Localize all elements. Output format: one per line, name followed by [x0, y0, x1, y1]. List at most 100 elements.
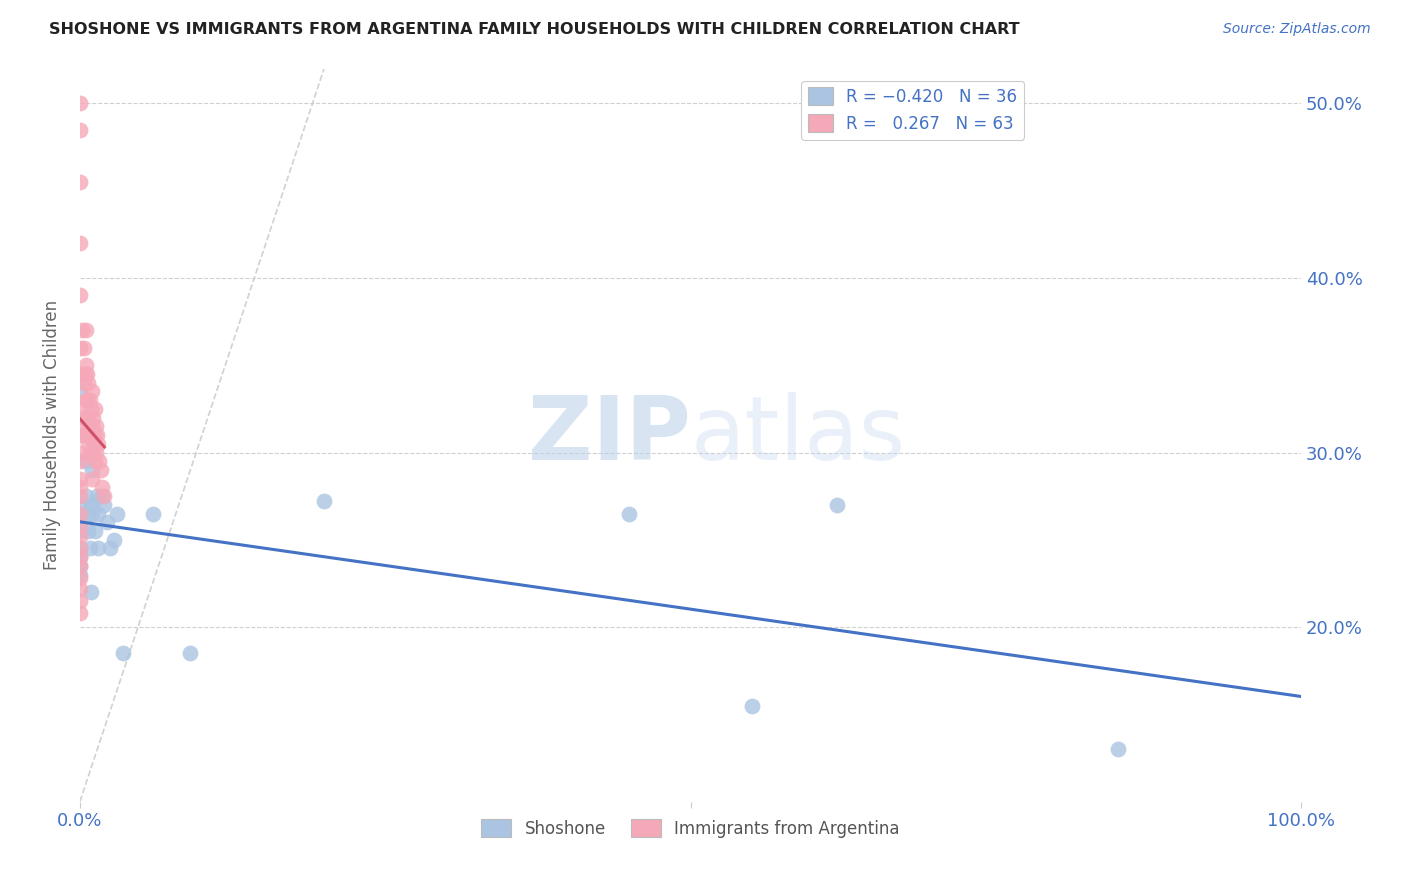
Point	[77, 410, 100, 425]
Point	[314, 494, 336, 508]
Point	[87, 507, 110, 521]
Point	[80, 507, 103, 521]
Point	[83, 524, 105, 538]
Point	[100, 541, 122, 556]
Point	[90, 480, 112, 494]
Point	[83, 454, 105, 468]
Point	[77, 507, 100, 521]
Point	[87, 437, 110, 451]
Point	[89, 454, 111, 468]
Point	[69, 558, 91, 573]
Point	[69, 524, 91, 538]
Point	[69, 235, 91, 250]
Point	[69, 367, 91, 381]
Point	[111, 646, 134, 660]
Point	[69, 529, 91, 543]
Point	[69, 341, 91, 355]
Text: atlas: atlas	[690, 392, 905, 478]
Point	[69, 122, 91, 136]
Point	[80, 498, 103, 512]
Point	[93, 489, 115, 503]
Text: SHOSHONE VS IMMIGRANTS FROM ARGENTINA FAMILY HOUSEHOLDS WITH CHILDREN CORRELATIO: SHOSHONE VS IMMIGRANTS FROM ARGENTINA FA…	[49, 22, 1019, 37]
Point	[105, 507, 128, 521]
Point	[69, 480, 91, 494]
Point	[83, 401, 105, 416]
Point	[82, 437, 104, 451]
Point	[69, 428, 91, 442]
Point	[69, 401, 91, 416]
Point	[69, 582, 91, 596]
Point	[86, 428, 108, 442]
Point	[69, 541, 91, 556]
Point	[80, 498, 103, 512]
Point	[76, 428, 98, 442]
Point	[1107, 742, 1129, 756]
Point	[69, 541, 91, 556]
Point	[79, 541, 101, 556]
Point	[69, 507, 91, 521]
Point	[93, 498, 115, 512]
Point	[75, 393, 97, 408]
Point	[825, 498, 848, 512]
Text: ZIP: ZIP	[527, 392, 690, 478]
Point	[69, 550, 91, 565]
Point	[84, 445, 107, 459]
Point	[69, 550, 91, 565]
Point	[142, 507, 165, 521]
Point	[79, 445, 101, 459]
Point	[80, 585, 103, 599]
Point	[69, 288, 91, 302]
Point	[72, 367, 94, 381]
Point	[82, 410, 104, 425]
Point	[69, 571, 91, 585]
Point	[69, 96, 91, 111]
Point	[75, 454, 97, 468]
Point	[86, 489, 108, 503]
Point	[80, 428, 103, 442]
Point	[79, 393, 101, 408]
Point	[69, 498, 91, 512]
Point	[79, 419, 101, 434]
Point	[69, 606, 91, 620]
Point	[69, 489, 91, 503]
Point	[69, 518, 91, 533]
Point	[75, 428, 97, 442]
Point	[69, 384, 91, 399]
Point	[69, 175, 91, 189]
Point	[75, 489, 97, 503]
Point	[69, 472, 91, 486]
Point	[87, 541, 110, 556]
Point	[80, 445, 103, 459]
Point	[741, 698, 763, 713]
Point	[72, 341, 94, 355]
Point	[83, 428, 105, 442]
Point	[69, 445, 91, 459]
Point	[77, 437, 100, 451]
Point	[75, 323, 97, 337]
Point	[90, 463, 112, 477]
Point	[69, 454, 91, 468]
Point	[179, 646, 201, 660]
Point	[76, 393, 98, 408]
Point	[80, 401, 103, 416]
Point	[73, 419, 96, 434]
Point	[72, 376, 94, 390]
Point	[80, 472, 103, 486]
Point	[75, 358, 97, 372]
Y-axis label: Family Households with Children: Family Households with Children	[44, 300, 60, 570]
Point	[90, 489, 112, 503]
Point	[96, 516, 118, 530]
Point	[73, 367, 96, 381]
Point	[77, 376, 100, 390]
Point	[69, 558, 91, 573]
Point	[619, 507, 641, 521]
Point	[69, 507, 91, 521]
Point	[72, 410, 94, 425]
Point	[76, 367, 98, 381]
Point	[77, 524, 100, 538]
Point	[80, 419, 103, 434]
Point	[80, 463, 103, 477]
Point	[69, 567, 91, 582]
Legend: Shoshone, Immigrants from Argentina: Shoshone, Immigrants from Argentina	[475, 813, 907, 845]
Point	[69, 594, 91, 608]
